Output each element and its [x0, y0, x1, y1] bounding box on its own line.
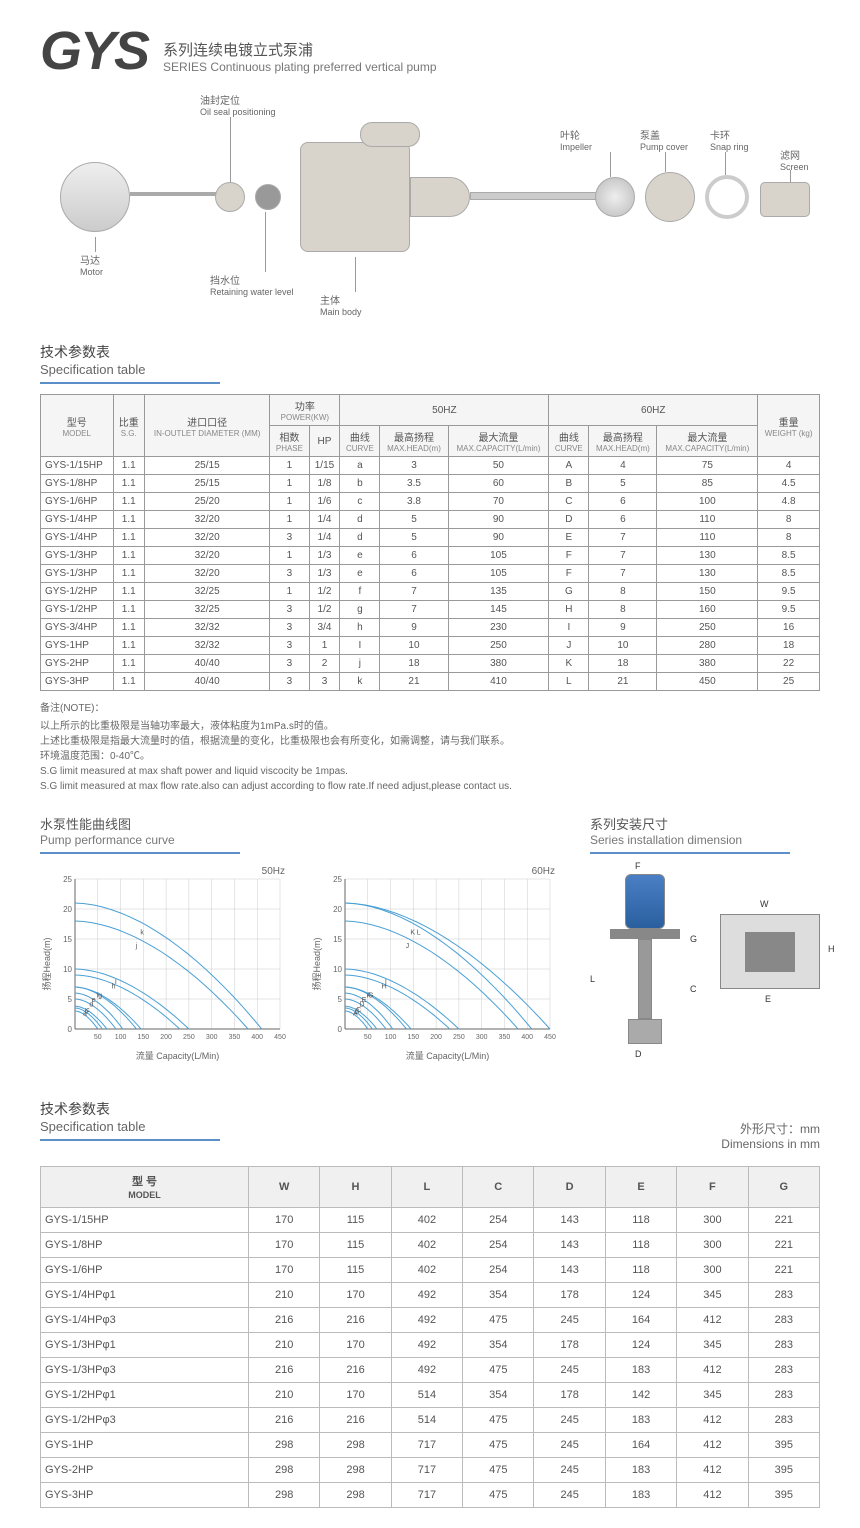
svg-text:L: L: [417, 930, 421, 937]
product-logo: GYS: [40, 20, 148, 82]
svg-text:250: 250: [453, 1034, 465, 1041]
svg-text:扬程Head(m): 扬程Head(m): [41, 937, 52, 990]
spec-title: 技术参数表 Specification table: [40, 342, 820, 377]
dims-unit: 外形尺寸：mm Dimensions in mm: [721, 1120, 820, 1151]
page-header: GYS 系列连续电镀立式泵浦 SERIES Continuous plating…: [40, 20, 820, 82]
table-row: GYS-1/8HP170115402254143118300221: [41, 1233, 820, 1258]
svg-text:e: e: [92, 997, 96, 1004]
svg-text:50: 50: [364, 1034, 372, 1041]
exploded-diagram: 马达Motor 油封定位Oil seal positioning 挡水位Reta…: [40, 92, 820, 322]
table-row: GYS-2HP1.140/4032j18380K1838022: [41, 655, 820, 673]
table-row: GYS-3HP1.140/4033k21410L2145025: [41, 673, 820, 691]
svg-text:250: 250: [183, 1034, 195, 1041]
svg-text:200: 200: [160, 1034, 172, 1041]
svg-text:450: 450: [274, 1034, 286, 1041]
notes: 备注(NOTE)： 以上所示的比重极限是当轴功率最大，液体粘度为1mPa.s时的…: [40, 701, 820, 794]
svg-text:350: 350: [499, 1034, 511, 1041]
svg-text:10: 10: [333, 965, 342, 974]
svg-text:300: 300: [476, 1034, 488, 1041]
svg-text:流量 Capacity(L/Min): 流量 Capacity(L/Min): [136, 1050, 220, 1061]
table-row: GYS-3/4HP1.132/3233/4h9230I925016: [41, 619, 820, 637]
svg-text:50: 50: [94, 1034, 102, 1041]
curve-title: 水泵性能曲线图 Pump performance curve: [40, 814, 560, 847]
svg-text:15: 15: [333, 935, 342, 944]
svg-text:400: 400: [521, 1034, 533, 1041]
table-row: GYS-1/6HP1.125/2011/6c3.870C61004.8: [41, 493, 820, 511]
table-row: GYS-1/8HP1.125/1511/8b3.560B5854.5: [41, 475, 820, 493]
svg-text:20: 20: [333, 905, 342, 914]
table-row: GYS-1/2HPφ1210170514354178142345283: [41, 1383, 820, 1408]
svg-text:450: 450: [544, 1034, 556, 1041]
chart-50hz: 50Hz 扬程Head(m) 0 5 10 15 20 25 50 100 150 200 250 300…: [40, 864, 290, 1064]
svg-text:G: G: [368, 993, 373, 1000]
svg-text:0: 0: [68, 1025, 73, 1034]
svg-text:5: 5: [68, 995, 73, 1004]
svg-text:100: 100: [385, 1034, 397, 1041]
svg-text:扬程Head(m): 扬程Head(m): [311, 937, 322, 990]
svg-text:350: 350: [229, 1034, 241, 1041]
svg-text:J: J: [406, 943, 410, 950]
svg-text:60Hz: 60Hz: [532, 866, 555, 877]
table-row: GYS-1HP298298717475245164412395: [41, 1433, 820, 1458]
svg-text:400: 400: [251, 1034, 263, 1041]
svg-text:I: I: [115, 979, 117, 986]
svg-text:150: 150: [407, 1034, 419, 1041]
table-row: GYS-1/4HPφ3216216492475245164412283: [41, 1308, 820, 1333]
svg-text:j: j: [135, 943, 138, 950]
chart-60hz: 60Hz 扬程Head(m) 0 5 10 15 20 25 50 100 150 200 250 300…: [310, 864, 560, 1064]
svg-text:0: 0: [338, 1025, 343, 1034]
svg-text:100: 100: [115, 1034, 127, 1041]
title-en: SERIES Continuous plating preferred vert…: [163, 60, 436, 74]
dimensions-table: 型 号MODELWHLCDEFG GYS-1/15HP1701154022541…: [40, 1166, 820, 1508]
table-row: GYS-1/15HP1.125/1511/15a350A4754: [41, 457, 820, 475]
table-row: GYS-1/3HP1.132/2031/3e6105F71308.5: [41, 565, 820, 583]
table-row: GYS-1/3HP1.132/2011/3e6105F71308.5: [41, 547, 820, 565]
svg-text:25: 25: [333, 875, 342, 884]
svg-text:10: 10: [63, 965, 72, 974]
dim-title: 系列安装尺寸 Series installation dimension: [590, 814, 850, 847]
table-row: GYS-1HP1.132/3231I10250J1028018: [41, 637, 820, 655]
svg-text:流量 Capacity(L/Min): 流量 Capacity(L/Min): [406, 1050, 490, 1061]
table-row: GYS-1/4HP1.132/2011/4d590D61108: [41, 511, 820, 529]
table-row: GYS-1/3HPφ1210170492354178124345283: [41, 1333, 820, 1358]
table-row: GYS-1/2HPφ3216216514475245183412283: [41, 1408, 820, 1433]
dimension-diagram: F W H L C G D E: [590, 864, 850, 1064]
table-row: GYS-1/3HPφ3216216492475245183412283: [41, 1358, 820, 1383]
table-row: GYS-1/15HP170115402254143118300221: [41, 1208, 820, 1233]
table-row: GYS-1/2HP1.132/2511/2f7135G81509.5: [41, 583, 820, 601]
table-row: GYS-1/4HPφ1210170492354178124345283: [41, 1283, 820, 1308]
spec-table: 型号MODEL 比重S.G. 进口口径IN-OUTLET DIAMETER (M…: [40, 394, 820, 691]
svg-text:I: I: [385, 979, 387, 986]
table-row: GYS-2HP298298717475245183412395: [41, 1458, 820, 1483]
table-row: GYS-1/4HP1.132/2031/4d590E71108: [41, 529, 820, 547]
svg-text:200: 200: [430, 1034, 442, 1041]
svg-text:20: 20: [63, 905, 72, 914]
svg-text:150: 150: [137, 1034, 149, 1041]
table-row: GYS-1/6HP170115402254143118300221: [41, 1258, 820, 1283]
svg-text:K: K: [410, 930, 415, 937]
svg-text:50Hz: 50Hz: [262, 866, 285, 877]
svg-text:25: 25: [63, 875, 72, 884]
svg-text:k: k: [140, 930, 144, 937]
table-row: GYS-3HP298298717475245183412395: [41, 1483, 820, 1508]
svg-text:15: 15: [63, 935, 72, 944]
svg-text:g: g: [98, 993, 102, 1000]
svg-text:5: 5: [338, 995, 343, 1004]
title-cn: 系列连续电镀立式泵浦: [163, 39, 436, 60]
table-row: GYS-1/2HP1.132/2531/2g7145H81609.5: [41, 601, 820, 619]
spec-title-2: 技术参数表 Specification table: [40, 1099, 220, 1134]
svg-text:300: 300: [206, 1034, 218, 1041]
